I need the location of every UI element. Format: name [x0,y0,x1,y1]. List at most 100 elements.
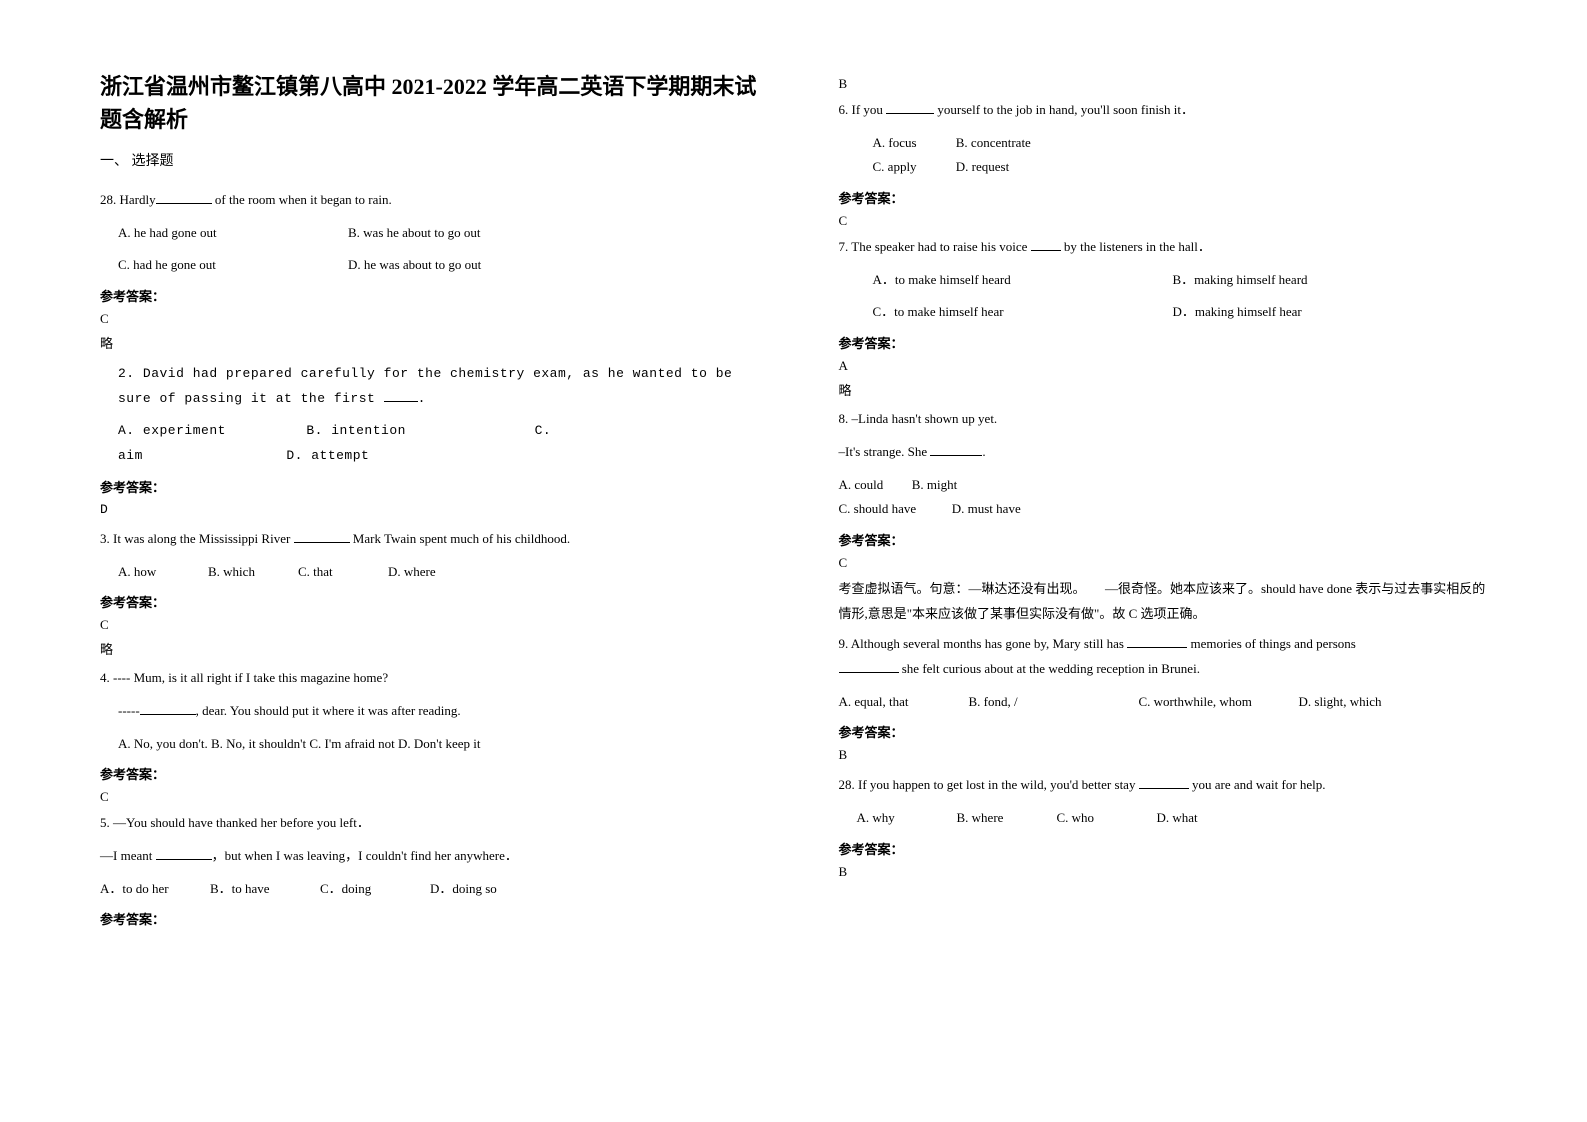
q6-stem-b: yourself to the job in hand, you'll soon… [937,102,1194,117]
q7-optA: A．to make himself heard [873,268,1173,293]
q1-stem-b: of the room when it began to rain. [215,192,392,207]
q6-optC: C. apply [873,155,953,180]
q4-answer-label: 参考答案： [100,764,759,783]
question-7-options-row1: A．to make himself heard B．making himself… [839,268,1498,293]
q2-stem-b: . [418,391,426,406]
q3-stem-b: Mark Twain spent much of his childhood. [353,531,570,546]
q3-optC: C. that [298,560,388,585]
q9-stem-a: 9. Although several months has gone by, … [839,636,1128,651]
question-1-options-row2: C. had he gone out D. he was about to go… [100,253,759,278]
q10-answer-label: 参考答案： [839,839,1498,858]
q5-optC: C．doing [320,877,430,902]
question-4-options: A. No, you don't. B. No, it shouldn't C.… [100,732,759,757]
q3-optA: A. how [118,560,208,585]
q7-optC: C．to make himself hear [873,300,1173,325]
q1-answer-label: 参考答案： [100,286,759,305]
q8-optA: A. could [839,473,909,498]
q9-optB: B. fond, / [969,690,1139,715]
question-8-line2: –It's strange. She . [839,440,1498,465]
q3-stem-a: 3. It was along the Mississippi River [100,531,294,546]
q8-optB: B. might [912,477,958,492]
question-10-stem: 28. If you happen to get lost in the wil… [839,773,1498,798]
q10-optB: B. where [957,806,1057,831]
question-5-options: A．to do her B．to have C．doing D．doing so [100,877,759,902]
q5-line2b: ，but when I was leaving，I couldn't find … [212,848,518,863]
q6-answer: C [839,213,1498,229]
q10-optC: C. who [1057,806,1157,831]
question-4-line1: 4. ---- Mum, is it all right if I take t… [100,666,759,691]
q8-line2a: –It's strange. She [839,444,931,459]
question-5-line2: —I meant ，but when I was leaving，I could… [100,844,759,869]
question-6-stem: 6. If you yourself to the job in hand, y… [839,98,1498,123]
q2-answer: D [100,502,759,517]
left-column: 浙江省温州市鳌江镇第八高中 2021-2022 学年高二英语下学期期末试题含解析… [100,70,799,934]
question-6-options: A. focus B. concentrate C. apply D. requ… [839,131,1498,180]
q1-optA: A. he had gone out [118,221,348,246]
q7-answer: A [839,358,1498,374]
q4-line2a: ----- [118,703,140,718]
q9-answer-label: 参考答案： [839,722,1498,741]
q4-line2b: , dear. You should put it where it was a… [196,703,461,718]
q10-stem-a: 28. If you happen to get lost in the wil… [839,777,1139,792]
page: 浙江省温州市鳌江镇第八高中 2021-2022 学年高二英语下学期期末试题含解析… [0,0,1587,974]
q9-stem-b: memories of things and persons [1191,636,1356,651]
q3-answer-label: 参考答案： [100,592,759,611]
q1-optD: D. he was about to go out [348,253,481,278]
q9-optC: C. worthwhile, whom [1139,690,1299,715]
question-7-options-row2: C．to make himself hear D．making himself … [839,300,1498,325]
q7-optB: B．making himself heard [1173,268,1308,293]
question-8-options: A. could B. might C. should have D. must… [839,473,1498,522]
q6-stem-a: 6. If you [839,102,887,117]
question-8-line1: 8. –Linda hasn't shown up yet. [839,407,1498,432]
question-2-options: A. experiment B. intention C. aim D. att… [100,419,759,468]
q2-optB: B. intention [306,419,526,444]
q5-answer-label: 参考答案： [100,909,759,928]
question-9-stem: 9. Although several months has gone by, … [839,632,1498,681]
q4-answer: C [100,789,759,805]
q2-optC-word: aim [118,444,278,469]
q1-note: 略 [100,333,759,352]
question-1-options-row1: A. he had gone out B. was he about to go… [100,221,759,246]
q8-line2b: . [982,444,985,459]
q1-stem-a: 28. Hardly [100,192,156,207]
q7-optD: D．making himself hear [1173,300,1302,325]
q10-optA: A. why [857,806,957,831]
q7-note: 略 [839,380,1498,399]
right-column: B 6. If you yourself to the job in hand,… [799,70,1498,934]
q8-answer: C [839,555,1498,571]
q9-stem-c: she felt curious about at the wedding re… [902,661,1200,676]
q6-optB: B. concentrate [956,135,1031,150]
q5-optD: D．doing so [430,877,497,902]
q9-answer: B [839,747,1498,763]
q1-optC: C. had he gone out [118,253,348,278]
section-heading: 一、 选择题 [100,150,759,170]
question-4-line2: ----- , dear. You should put it where it … [100,699,759,724]
q5-optB: B．to have [210,877,320,902]
q7-answer-label: 参考答案： [839,333,1498,352]
q5-answer: B [839,76,1498,92]
q10-answer: B [839,864,1498,880]
question-3-stem: 3. It was along the Mississippi River Ma… [100,527,759,552]
q3-optB: B. which [208,560,298,585]
q1-optB: B. was he about to go out [348,221,481,246]
q6-answer-label: 参考答案： [839,188,1498,207]
q1-answer: C [100,311,759,327]
q3-optD: D. where [388,560,436,585]
q6-optA: A. focus [873,131,953,156]
question-5-line1: 5. —You should have thanked her before y… [100,811,759,836]
q9-optD: D. slight, which [1299,690,1382,715]
q8-explanation: 考查虚拟语气。句意：—琳达还没有出现。 —很奇怪。她本应该来了。should h… [839,577,1498,626]
question-10-options: A. why B. where C. who D. what [839,806,1498,831]
q3-answer: C [100,617,759,633]
q6-optD: D. request [956,159,1009,174]
question-1-stem: 28. Hardly of the room when it began to … [100,188,759,213]
q10-optD: D. what [1157,806,1198,831]
q10-stem-b: you are and wait for help. [1192,777,1326,792]
q5-optA: A．to do her [100,877,210,902]
document-title: 浙江省温州市鳌江镇第八高中 2021-2022 学年高二英语下学期期末试题含解析 [100,70,759,136]
q9-optA: A. equal, that [839,690,969,715]
q7-stem-a: 7. The speaker had to raise his voice [839,239,1031,254]
question-2-stem: 2. David had prepared carefully for the … [100,362,759,411]
q2-optA: A. experiment [118,419,298,444]
q2-optC-letter: C. [535,423,552,438]
